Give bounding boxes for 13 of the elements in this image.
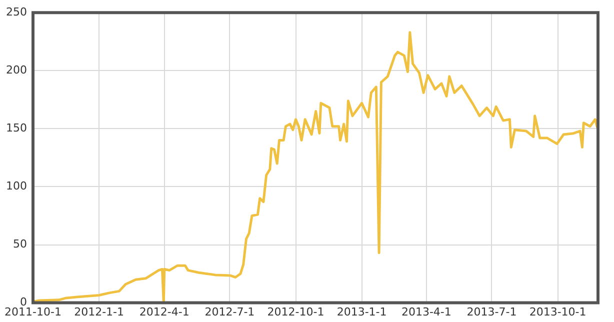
x-tick-label: 2013-7-1	[466, 305, 517, 318]
x-tick-label: 2013-10-1	[529, 305, 586, 318]
y-tick-label: 250	[6, 5, 27, 18]
y-tick-label: 200	[6, 64, 27, 76]
y-tick-label: 50	[12, 238, 27, 251]
y-tick-label: 100	[6, 180, 27, 193]
x-tick-label: 2012-10-1	[267, 305, 324, 318]
x-tick-label: 2013-1-1	[336, 305, 387, 318]
x-tick-label: 2012-1-1	[74, 305, 124, 318]
x-tick-label: 2012-7-1	[204, 305, 255, 318]
y-tick-label: 150	[6, 122, 27, 135]
x-tick-label: 2012-4-1	[139, 305, 190, 318]
x-tick-label: 2013-4-1	[401, 305, 452, 318]
